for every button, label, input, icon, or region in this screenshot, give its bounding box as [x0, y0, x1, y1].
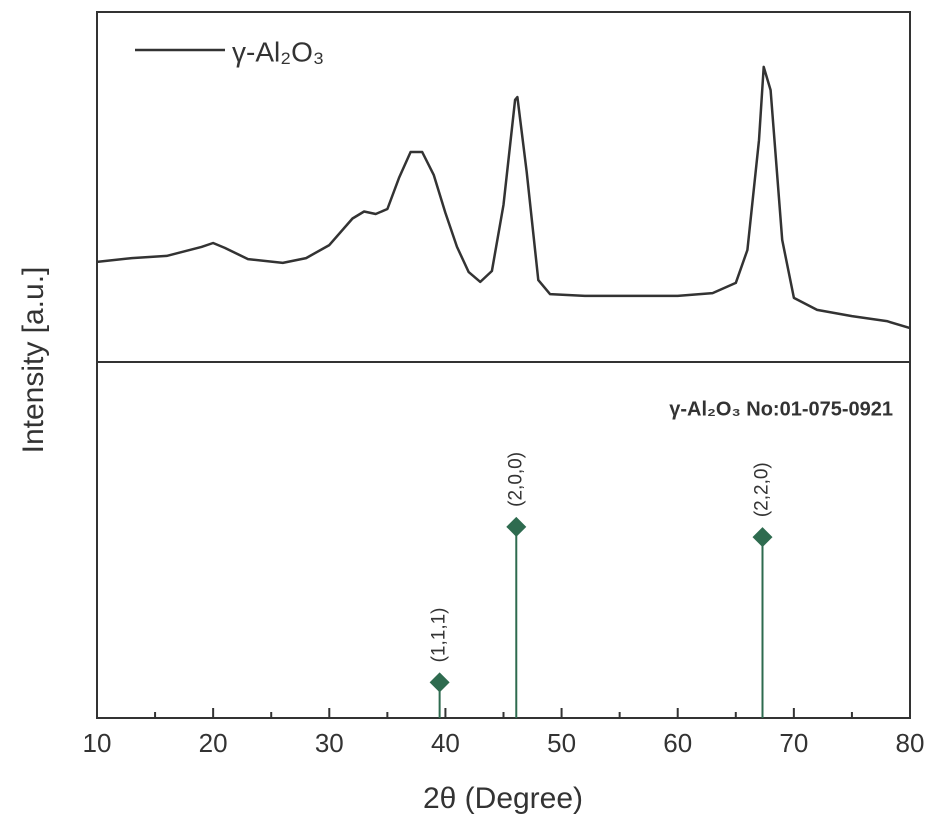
peak-label: (2,0,0)	[505, 452, 526, 507]
data-line	[96, 65, 911, 330]
stem-marker	[506, 516, 527, 537]
stem-marker	[752, 527, 773, 548]
x-tick-label: 80	[896, 728, 925, 758]
x-tick-label: 40	[431, 728, 460, 758]
legend-label: γ-Al₂O₃	[232, 36, 324, 67]
peak-label: (1,1,1)	[429, 607, 450, 662]
x-tick-label: 70	[779, 728, 808, 758]
x-tick-label: 50	[547, 728, 576, 758]
x-axis-label: 2θ (Degree)	[423, 782, 583, 815]
y-axis-label: Intensity [a.u.]	[17, 267, 50, 454]
x-tick-label: 30	[315, 728, 344, 758]
x-tick-label: 60	[663, 728, 692, 758]
peak-label: (2,2,0)	[752, 462, 773, 517]
plot-frame	[96, 11, 911, 719]
x-tick-label: 10	[83, 728, 112, 758]
stem-marker	[429, 672, 450, 693]
x-tick-label: 20	[199, 728, 228, 758]
reference-annotation: γ-Al₂O₃ No:01-075-0921	[669, 398, 893, 420]
